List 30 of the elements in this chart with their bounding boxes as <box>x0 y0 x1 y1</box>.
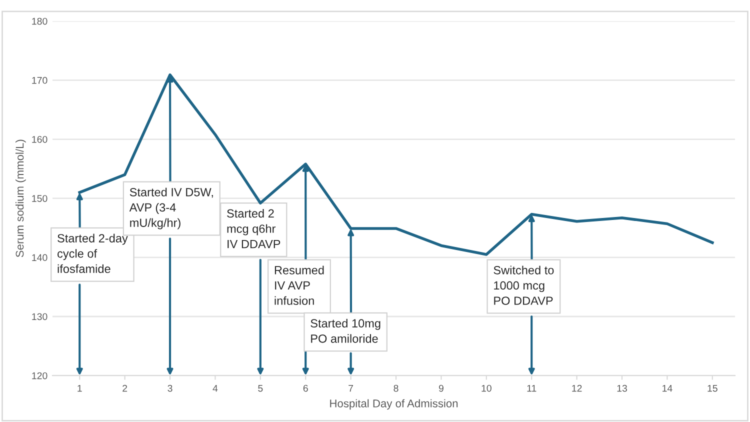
y-axis-title: Serum sodium (mmol/L) <box>16 140 26 258</box>
x-tick-label: 13 <box>617 384 627 392</box>
x-axis-title: Hospital Day of Admission <box>330 399 458 410</box>
annotation: Resumed IV AVP infusion <box>274 266 324 305</box>
x-tick-label: 14 <box>662 384 672 392</box>
x-tick-label: 5 <box>258 384 263 392</box>
x-tick-label: 12 <box>572 384 582 392</box>
x-tick-label: 7 <box>348 384 354 392</box>
x-tick-label: 10 <box>482 384 492 392</box>
y-tick-label: 160 <box>32 136 48 143</box>
annotation: Started 10mg PO amiloride <box>310 318 380 343</box>
x-tick-label: 11 <box>527 384 536 392</box>
x-tick-label: 6 <box>303 384 308 392</box>
x-tick-label: 2 <box>122 384 128 392</box>
y-tick-label: 170 <box>32 76 48 84</box>
x-tick-label: 4 <box>212 384 218 392</box>
annotation: Started IV D5W, AVP (3-4 mU/kg/hr) <box>129 188 213 230</box>
y-tick-label: 130 <box>32 313 48 320</box>
annotation: Started 2 mcg q6hr IV DDAVP <box>227 208 280 248</box>
y-tick-label: 150 <box>32 195 48 202</box>
x-tick-label: 8 <box>394 384 398 392</box>
x-tick-label: 9 <box>438 384 444 392</box>
x-tick-label: 3 <box>168 384 172 392</box>
annotation: Switched to 1000 mcg PO DDAVP <box>494 266 554 305</box>
y-tick-label: 120 <box>32 372 48 380</box>
x-tick-label: 15 <box>708 384 718 392</box>
annotation: Started 2-day cycle of ifosfamide <box>58 234 128 274</box>
y-tick-label: 140 <box>32 254 48 262</box>
x-tick-label: 1 <box>78 384 82 392</box>
y-tick-label: 180 <box>32 18 48 25</box>
